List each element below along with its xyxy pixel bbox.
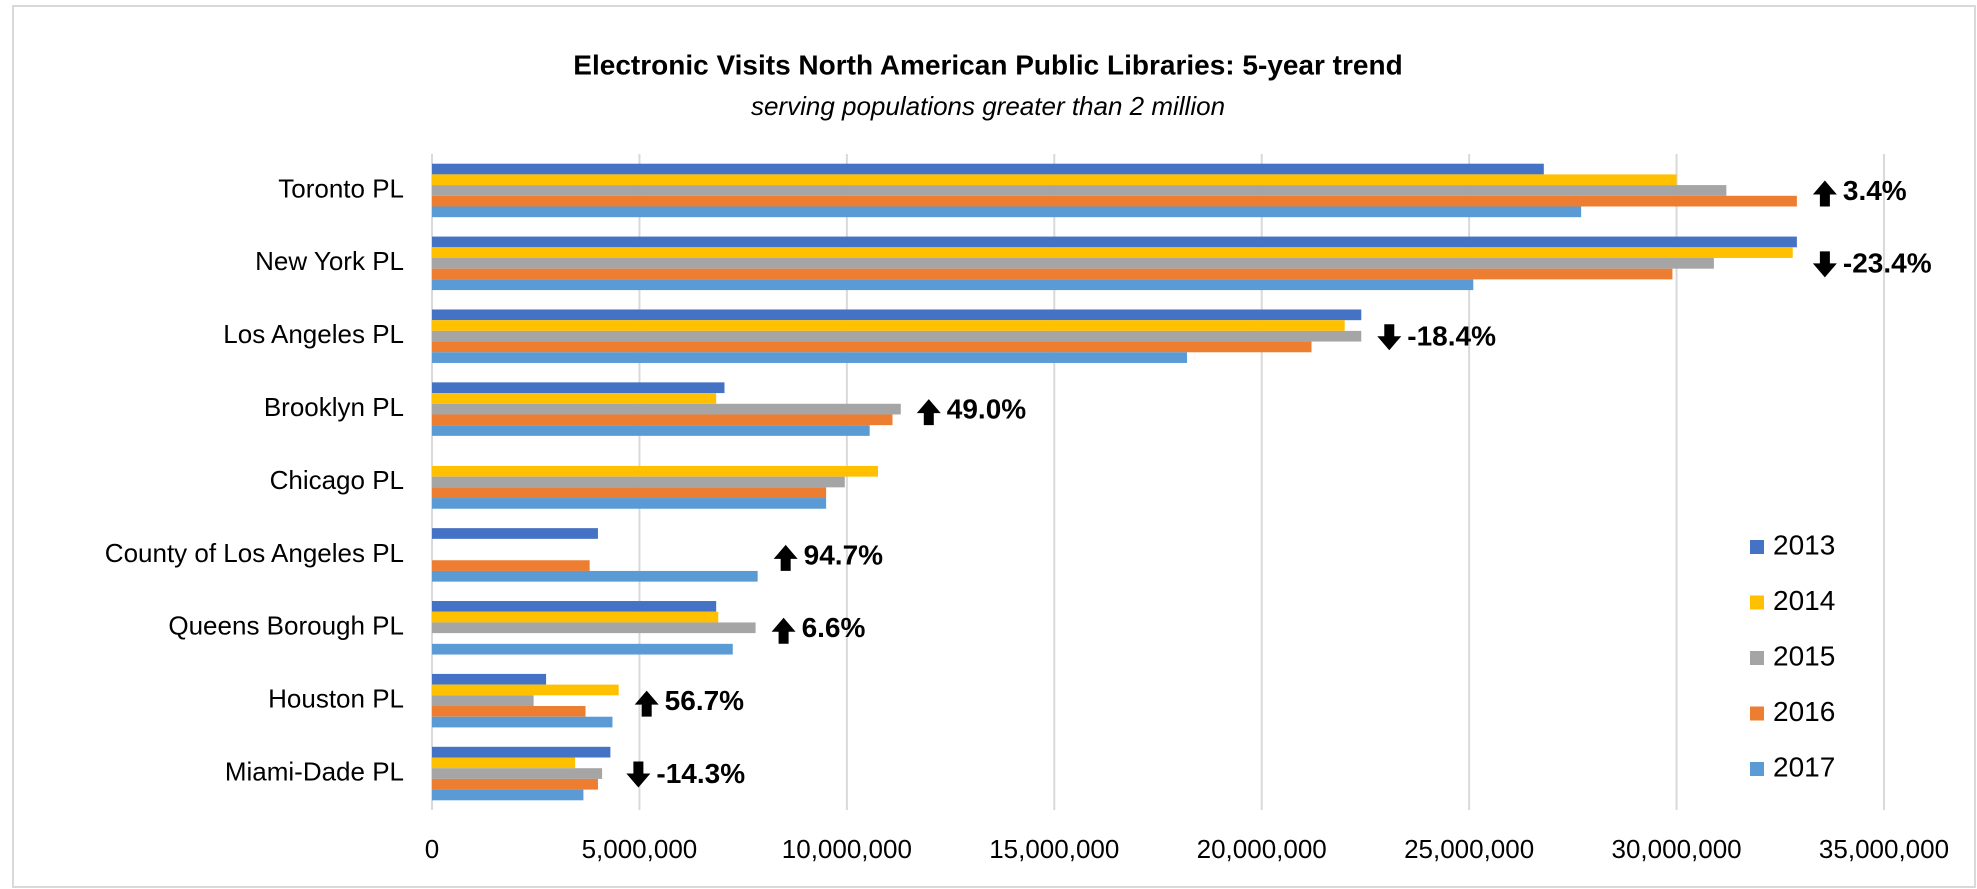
bar	[432, 757, 576, 769]
legend-label: 2014	[1773, 585, 1835, 616]
x-tick-label: 30,000,000	[1612, 834, 1742, 864]
trend-arrow	[634, 690, 659, 717]
bar	[432, 611, 719, 623]
x-tick-label: 10,000,000	[782, 834, 912, 864]
bar	[432, 768, 603, 779]
annotation: -18.4%	[1407, 321, 1496, 352]
x-tick-label: 15,000,000	[989, 834, 1119, 864]
bar	[432, 560, 590, 571]
bar	[432, 393, 717, 404]
bar	[432, 382, 725, 394]
bar	[432, 778, 598, 790]
legend-label: 2013	[1773, 529, 1835, 560]
bar	[432, 309, 1362, 321]
bar	[432, 746, 611, 758]
bar	[432, 695, 534, 707]
bar	[432, 352, 1188, 363]
bar	[432, 206, 1582, 218]
trend-arrow	[771, 617, 796, 644]
annotation: 56.7%	[665, 685, 744, 716]
trend-arrow	[626, 761, 651, 788]
bar	[432, 330, 1362, 342]
legend-label: 2015	[1773, 640, 1835, 671]
bar	[432, 643, 733, 655]
y-tick-label: Toronto PL	[278, 173, 404, 203]
annotation: -14.3%	[656, 758, 745, 789]
x-tick-label: 25,000,000	[1404, 834, 1534, 864]
annotation: 49.0%	[947, 394, 1026, 425]
bar	[432, 465, 878, 477]
y-tick-label: County of Los Angeles PL	[105, 538, 404, 568]
bar	[432, 163, 1544, 175]
trend-arrow	[916, 399, 941, 426]
bar	[432, 185, 1727, 196]
bar	[432, 425, 870, 436]
bar	[432, 341, 1312, 353]
bar	[432, 236, 1797, 248]
annotation: -23.4%	[1843, 248, 1932, 279]
legend-swatch	[1750, 762, 1764, 776]
chart-subtitle: serving populations greater than 2 milli…	[751, 91, 1225, 121]
legend-swatch	[1750, 540, 1764, 554]
x-tick-label: 5,000,000	[582, 834, 698, 864]
y-tick-label: Houston PL	[268, 684, 404, 714]
y-tick-label: Los Angeles PL	[223, 319, 404, 349]
trend-arrow	[773, 544, 798, 571]
y-tick-label: New York PL	[255, 246, 404, 276]
bar	[432, 320, 1345, 331]
bar	[432, 257, 1714, 269]
bar	[432, 268, 1673, 280]
chart-title: Electronic Visits North American Public …	[573, 49, 1402, 80]
bar	[432, 498, 827, 509]
bar	[432, 414, 893, 426]
annotation: 94.7%	[804, 539, 883, 570]
bar	[432, 174, 1677, 186]
trend-arrow	[1812, 180, 1837, 207]
chart-frame	[12, 5, 1976, 888]
bar	[432, 673, 547, 685]
legend-label: 2017	[1773, 751, 1835, 782]
bar	[432, 716, 613, 728]
legend-swatch	[1750, 651, 1764, 665]
bar	[432, 570, 758, 582]
bar	[432, 403, 901, 415]
legend-label: 2016	[1773, 696, 1835, 727]
y-tick-label: Chicago PL	[270, 465, 404, 495]
trend-arrow	[1377, 324, 1402, 351]
y-tick-label: Miami-Dade PL	[225, 756, 404, 786]
y-tick-label: Brooklyn PL	[264, 392, 404, 422]
annotation: 6.6%	[802, 612, 866, 643]
bar	[432, 279, 1474, 291]
bar	[432, 601, 717, 612]
trend-arrow	[1812, 251, 1837, 278]
x-tick-label: 20,000,000	[1197, 834, 1327, 864]
y-tick-label: Queens Borough PL	[168, 611, 404, 641]
x-tick-label: 35,000,000	[1819, 834, 1949, 864]
bar	[432, 487, 827, 499]
bar	[432, 195, 1797, 207]
annotation: 3.4%	[1843, 175, 1907, 206]
bar	[432, 684, 619, 696]
bar	[432, 622, 756, 634]
legend-swatch	[1750, 595, 1764, 610]
bar	[432, 528, 598, 539]
bar	[432, 706, 586, 717]
bar	[432, 789, 584, 801]
legend-swatch	[1750, 706, 1764, 721]
bar	[432, 247, 1793, 258]
x-tick-label: 0	[425, 834, 439, 864]
bar	[432, 476, 845, 488]
